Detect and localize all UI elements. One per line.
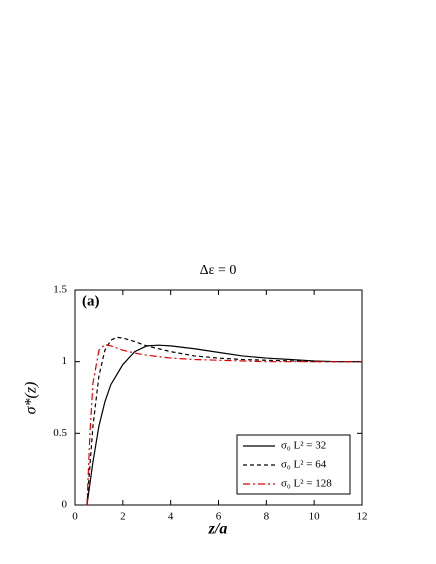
y-tick-label: 0 bbox=[62, 499, 68, 511]
legend-box bbox=[236, 434, 351, 495]
y-tick-label: 0.5 bbox=[53, 427, 67, 439]
x-tick-label: 2 bbox=[120, 511, 126, 523]
y-tick-label: 1 bbox=[62, 355, 68, 367]
x-tick-label: 8 bbox=[264, 511, 270, 523]
x-tick-label: 6 bbox=[216, 511, 222, 523]
legend-label: σ₀ L² = 32 bbox=[281, 440, 326, 452]
y-axis-label: σ*(z) bbox=[23, 382, 40, 415]
y-tick-label: 1.5 bbox=[53, 284, 67, 296]
x-tick-label: 10 bbox=[309, 511, 321, 523]
x-tick-label: 12 bbox=[357, 511, 368, 523]
line bbox=[86, 343, 362, 506]
x-tick-label: 0 bbox=[72, 511, 78, 523]
panel-label: (a) bbox=[82, 293, 100, 309]
line bbox=[86, 344, 362, 506]
line bbox=[86, 336, 362, 506]
legend-label: σ₀ L² = 64 bbox=[281, 459, 327, 471]
x-axis-label: z/a bbox=[208, 521, 228, 538]
x-tick-label: 4 bbox=[168, 511, 174, 523]
legend-label: σ₀ L² = 128 bbox=[281, 478, 332, 490]
chart-title: Δε = 0 bbox=[200, 263, 237, 278]
